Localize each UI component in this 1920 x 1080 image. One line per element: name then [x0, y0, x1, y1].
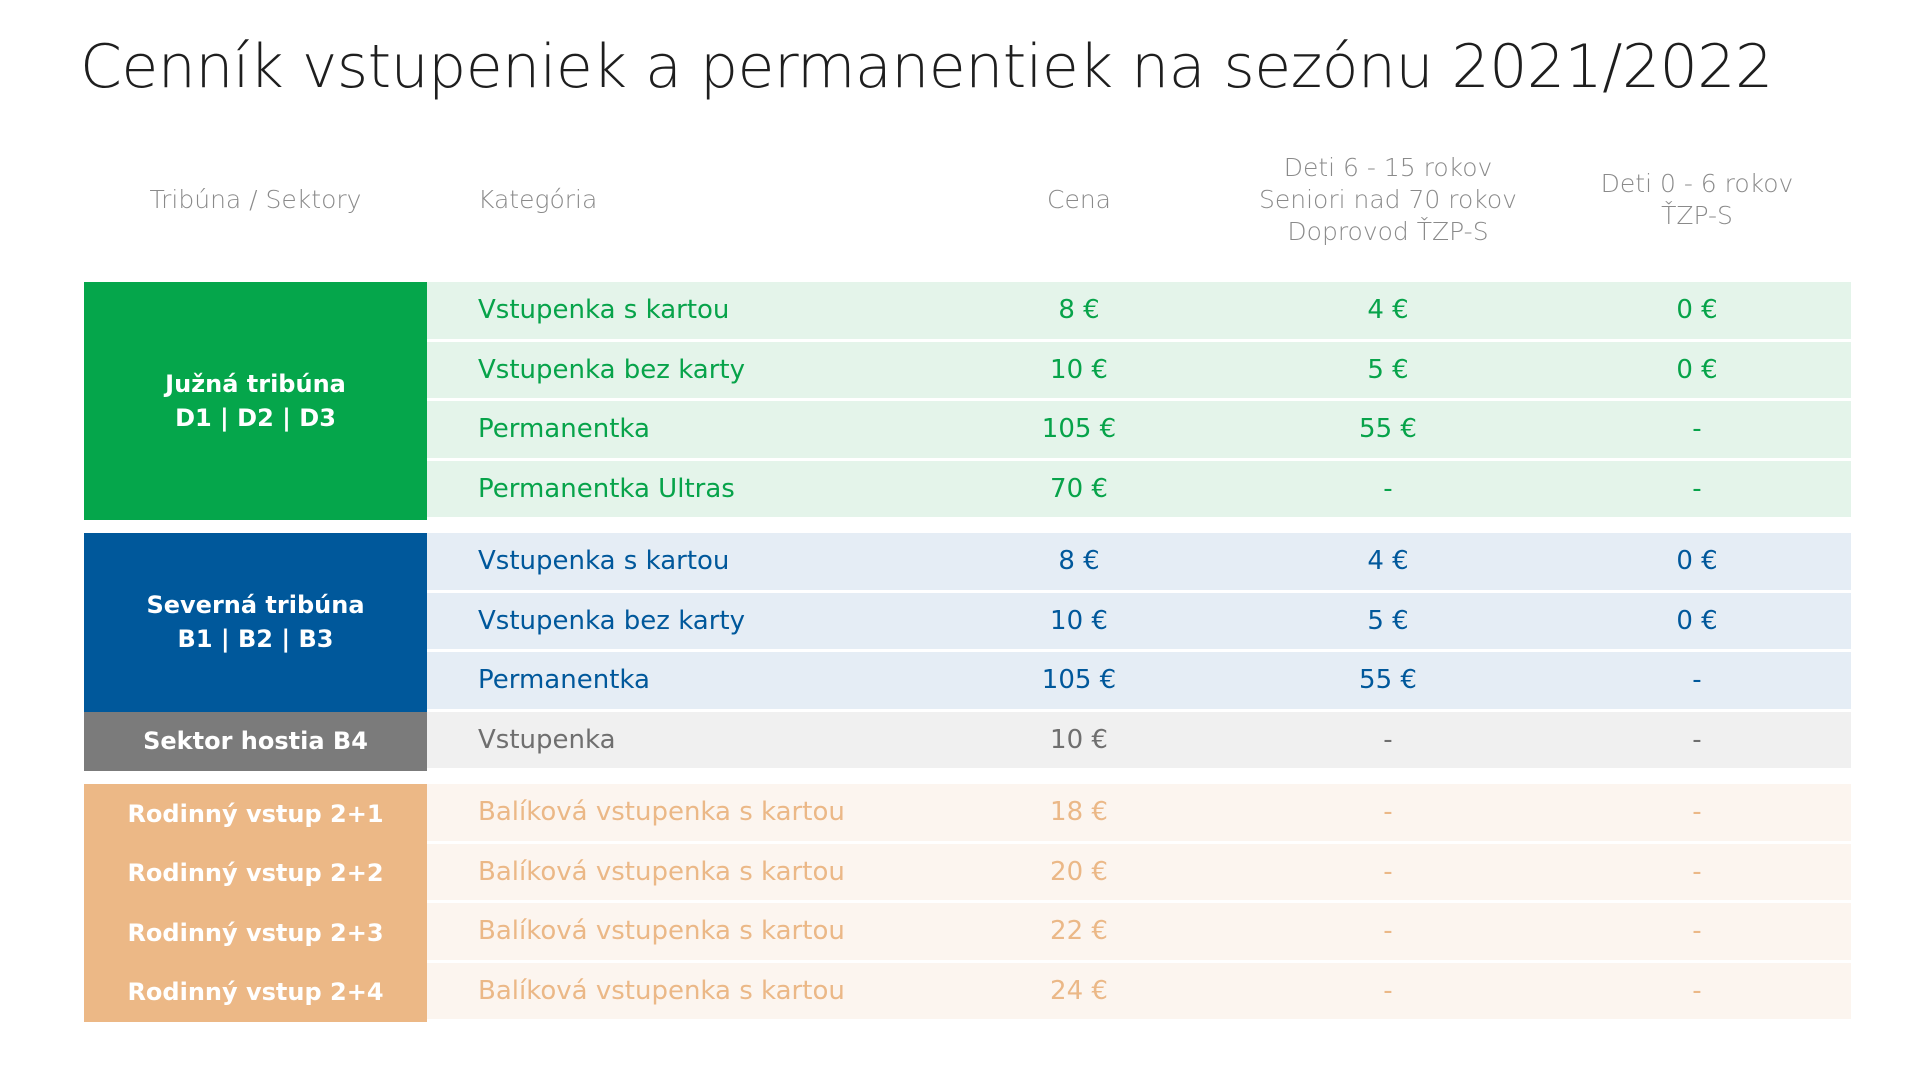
table-cell: 24 € — [1050, 975, 1108, 1006]
header-cell: Deti 0 - 6 rokov ŤZP-S — [1547, 150, 1847, 250]
table-cell: 105 € — [1041, 665, 1117, 696]
table-cell: Vstupenka s kartou — [478, 546, 730, 577]
table-cell: 5 € — [1367, 354, 1409, 385]
table-cell: Balíková vstupenka s kartou — [478, 916, 845, 947]
group-label: Južná tribúna D1 | D2 | D3 — [84, 282, 427, 520]
table-row: Balíková vstupenka s kartou 20 € - - — [427, 843, 1851, 903]
table-cell: 0 € — [1676, 546, 1718, 577]
group-label: Rodinný vstup 2+2 — [84, 843, 427, 903]
table-row: Permanentka Ultras 70 € - - — [427, 460, 1851, 520]
group-label: Rodinný vstup 2+1 — [84, 784, 427, 844]
header-line: Tribúna / Sektory — [149, 185, 362, 214]
table-cell: - — [1692, 916, 1702, 947]
header-cell: Deti 6 - 15 rokov Seniori nad 70 rokov Dop… — [1238, 150, 1538, 250]
table-cell: 0 € — [1676, 354, 1718, 385]
header-line: Doprovod ŤZP-S — [1287, 217, 1489, 246]
table-cell: 10 € — [1050, 605, 1108, 636]
group-label-line: Rodinný vstup 2+2 — [127, 859, 384, 888]
table-cell: 10 € — [1050, 354, 1108, 385]
table-row: Balíková vstupenka s kartou 24 € - - — [427, 962, 1851, 1022]
table-row: Balíková vstupenka s kartou 18 € - - — [427, 784, 1851, 844]
table-cell: 0 € — [1676, 605, 1718, 636]
header-line: Seniori nad 70 rokov — [1259, 185, 1517, 214]
table-cell: 0 € — [1676, 295, 1718, 326]
table-cell: - — [1383, 724, 1393, 755]
header-cell: Tribúna / Sektory — [84, 150, 427, 250]
table-cell: Vstupenka bez karty — [478, 354, 745, 385]
table-cell: - — [1692, 473, 1702, 504]
table-cell: - — [1692, 856, 1702, 887]
table-cell: - — [1692, 724, 1702, 755]
header-line: Kategória — [478, 185, 598, 214]
table-cell: - — [1383, 975, 1393, 1006]
table-row: Permanentka 105 € 55 € - — [427, 652, 1851, 712]
table-cell: Permanentka — [478, 414, 650, 445]
table-cell: - — [1692, 414, 1702, 445]
header-cell: Cena — [979, 150, 1179, 250]
table-cell: 55 € — [1359, 414, 1417, 445]
header-line: Deti 6 - 15 rokov — [1283, 153, 1493, 182]
table-row: Vstupenka bez karty 10 € 5 € 0 € — [427, 592, 1851, 652]
table-row: Vstupenka s kartou 8 € 4 € 0 € — [427, 282, 1851, 342]
group-label-line: Rodinný vstup 2+4 — [127, 978, 384, 1007]
header-line: ŤZP-S — [1661, 201, 1733, 230]
table-cell: Permanentka Ultras — [478, 473, 735, 504]
table-cell: 18 € — [1050, 797, 1108, 828]
group-label-line: D1 | D2 | D3 — [175, 404, 336, 432]
table-cell: 5 € — [1367, 605, 1409, 636]
table-cell: Balíková vstupenka s kartou — [478, 856, 845, 887]
table-cell: 4 € — [1367, 295, 1409, 326]
table-row: Vstupenka 10 € - - — [427, 711, 1851, 771]
table-cell: 4 € — [1367, 546, 1409, 577]
table-row: Vstupenka bez karty 10 € 5 € 0 € — [427, 341, 1851, 401]
group-label: Rodinný vstup 2+3 — [84, 903, 427, 963]
table-cell: 8 € — [1058, 295, 1100, 326]
group-label: Rodinný vstup 2+4 — [84, 962, 427, 1022]
group-label-line: B1 | B2 | B3 — [177, 625, 334, 654]
table-cell: 22 € — [1050, 916, 1108, 947]
table-cell: - — [1383, 473, 1393, 504]
group-label: Severná tribúna B1 | B2 | B3 — [84, 533, 427, 712]
table-row: Vstupenka s kartou 8 € 4 € 0 € — [427, 533, 1851, 593]
group-label: Sektor hostia B4 — [84, 711, 427, 771]
table-cell: Vstupenka s kartou — [478, 295, 730, 326]
group-label-line: Rodinný vstup 2+3 — [127, 918, 384, 947]
group-label-line: Južná tribúna — [165, 370, 346, 398]
group-label-line: Severná tribúna — [146, 591, 365, 620]
header-cell: Kategória — [478, 150, 978, 250]
group-label-line: Sektor hostia B4 — [143, 727, 368, 756]
table-cell: 10 € — [1050, 724, 1108, 755]
table-cell: - — [1383, 856, 1393, 887]
header-line: Cena — [1046, 185, 1111, 214]
table-cell: 105 € — [1041, 414, 1117, 445]
table-row: Balíková vstupenka s kartou 22 € - - — [427, 903, 1851, 963]
table-cell: 70 € — [1050, 473, 1108, 504]
table-row: Permanentka 105 € 55 € - — [427, 401, 1851, 461]
table-cell: Balíková vstupenka s kartou — [478, 975, 845, 1006]
table-cell: 20 € — [1050, 856, 1108, 887]
table-cell: 55 € — [1359, 665, 1417, 696]
table-cell: - — [1692, 665, 1702, 696]
group-label-line: Rodinný vstup 2+1 — [127, 799, 384, 828]
table-cell: Permanentka — [478, 665, 650, 696]
table-cell: Vstupenka — [478, 724, 616, 755]
table-cell: - — [1383, 797, 1393, 828]
title: Cenník vstupeniek a permanentiek na sezó… — [80, 32, 1773, 102]
table-cell: Vstupenka bez karty — [478, 605, 745, 636]
header-line: Deti 0 - 6 rokov — [1600, 169, 1794, 198]
table-cell: - — [1692, 797, 1702, 828]
table-cell: - — [1383, 916, 1393, 947]
table-cell: Balíková vstupenka s kartou — [478, 797, 845, 828]
table-cell: 8 € — [1058, 546, 1100, 577]
table-cell: - — [1692, 975, 1702, 1006]
